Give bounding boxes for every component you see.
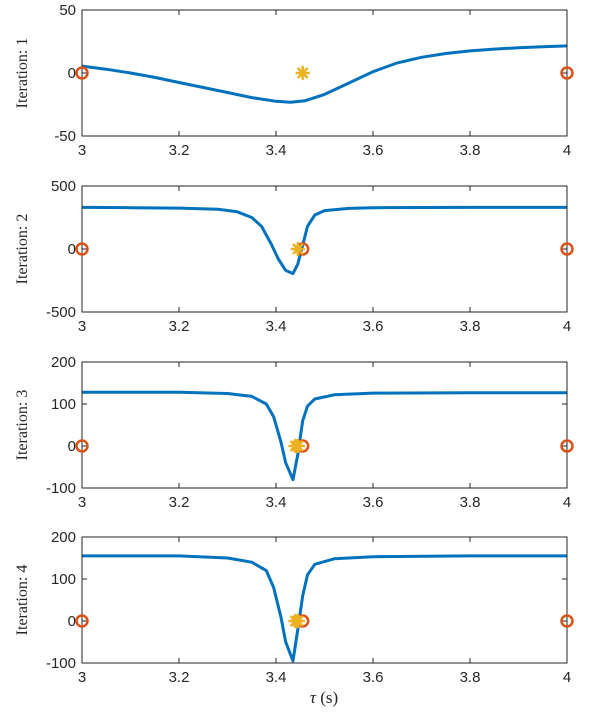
x-tick-label: 4: [563, 669, 571, 686]
series-line: [82, 205, 567, 276]
y-axis-label: Iteration: 1: [14, 38, 31, 109]
y-axis-label: Iteration: 2: [14, 214, 31, 285]
y-tick-label: 0: [68, 438, 76, 455]
y-tick-label: 0: [68, 241, 76, 258]
x-tick-label: 3.6: [363, 669, 384, 686]
x-tick-label: 3.8: [460, 669, 481, 686]
subplot-2: 3 3.2 3.4 3.6 3.8 4 -500 0 500 Iteration: 2: [14, 178, 574, 335]
axes-box: [81, 536, 568, 664]
x-tick-label: 3: [78, 142, 86, 159]
star-marker: [290, 241, 306, 257]
y-tick-label: 0: [68, 65, 76, 82]
x-tick-label: 3.6: [363, 494, 384, 511]
axes-box: [81, 9, 568, 137]
axes-box: [81, 185, 568, 313]
x-tick-label: 3: [78, 318, 86, 335]
y-tick-label: 100: [51, 396, 76, 413]
subplot-3: 3 3.2 3.4 3.6 3.8 4 -100 0 100 200 Iteration: 3: [14, 354, 574, 511]
x-tick-label: 3.2: [169, 318, 190, 335]
x-tick-label: 3.4: [266, 494, 287, 511]
x-tick-label: 3.8: [460, 494, 481, 511]
circle-marker: [560, 439, 574, 453]
x-tick-label: 3.2: [169, 669, 190, 686]
x-axis-label-unit: (s): [316, 688, 338, 707]
star-marker: [290, 438, 306, 454]
circle-marker: [560, 66, 574, 80]
series-line: [82, 44, 567, 104]
x-tick-label: 3.4: [266, 142, 287, 159]
x-tick-label: 3.8: [460, 142, 481, 159]
circle-marker: [75, 439, 89, 453]
y-axis-label: Iteration: 3: [14, 390, 31, 461]
subplot-1: 3 3.2 3.4 3.6 3.8 4 -50 0 50 Iteration: 1: [14, 2, 574, 159]
series-line: [82, 390, 567, 482]
y-tick-label: 0: [68, 613, 76, 630]
y-tick-label: 100: [51, 571, 76, 588]
x-axis-label: τ (s): [310, 688, 338, 707]
x-tick-label: 3.6: [363, 142, 384, 159]
y-tick-label: -100: [46, 655, 76, 672]
y-tick-label: 200: [51, 529, 76, 546]
x-tick-label: 4: [563, 494, 571, 511]
x-tick-label: 3.8: [460, 318, 481, 335]
x-tick-label: 3: [78, 494, 86, 511]
circle-marker: [560, 242, 574, 256]
star-marker: [295, 65, 310, 81]
y-axis-label: Iteration: 4: [14, 565, 31, 636]
axes-box: [81, 361, 568, 489]
circle-marker: [75, 66, 89, 80]
x-tick-label: 3.4: [266, 669, 287, 686]
x-axis-label-var: τ: [310, 688, 317, 707]
y-tick-label: -500: [46, 304, 76, 321]
x-tick-label: 3.6: [363, 318, 384, 335]
x-tick-label: 3.4: [266, 318, 287, 335]
y-tick-label: -50: [54, 128, 76, 145]
x-tick-label: 4: [563, 318, 571, 335]
circle-marker: [560, 614, 574, 628]
subplot-4: 3 3.2 3.4 3.6 3.8 4 -100 0 100 200 Iteration: 4: [14, 529, 574, 686]
star-marker: [290, 613, 306, 629]
circle-marker: [75, 242, 89, 256]
y-tick-label: 500: [51, 178, 76, 195]
series-line: [82, 554, 567, 663]
y-tick-label: 50: [59, 2, 76, 19]
x-tick-label: 4: [563, 142, 571, 159]
x-tick-label: 3.2: [169, 494, 190, 511]
y-tick-label: -100: [46, 480, 76, 497]
x-tick-label: 3.2: [169, 142, 190, 159]
y-tick-label: 200: [51, 354, 76, 371]
circle-marker: [75, 614, 89, 628]
x-tick-label: 3: [78, 669, 86, 686]
